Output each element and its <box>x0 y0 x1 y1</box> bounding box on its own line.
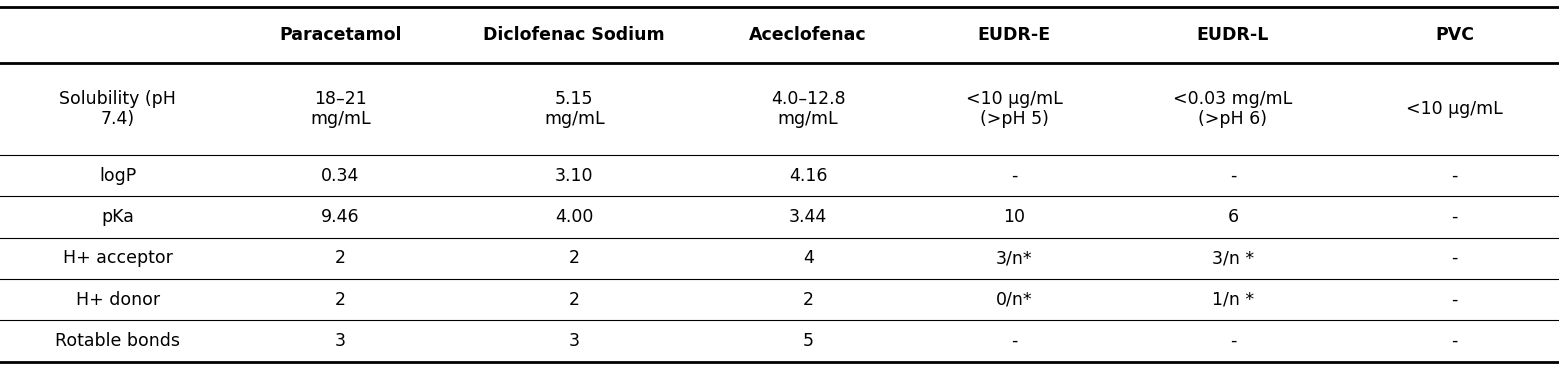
Text: 2: 2 <box>335 290 346 308</box>
Text: 2: 2 <box>569 290 580 308</box>
Text: Paracetamol: Paracetamol <box>279 26 402 44</box>
Text: Diclofenac Sodium: Diclofenac Sodium <box>483 26 666 44</box>
Text: 3/n*: 3/n* <box>996 249 1032 267</box>
Text: 1/n *: 1/n * <box>1211 290 1253 308</box>
Text: 2: 2 <box>335 249 346 267</box>
Text: 3/n *: 3/n * <box>1211 249 1253 267</box>
Text: logP: logP <box>100 166 136 184</box>
Text: 4: 4 <box>803 249 814 267</box>
Text: 2: 2 <box>569 249 580 267</box>
Text: -: - <box>1010 332 1018 350</box>
Text: 4.0–12.8
mg/mL: 4.0–12.8 mg/mL <box>770 90 845 128</box>
Text: 5.15
mg/mL: 5.15 mg/mL <box>544 90 605 128</box>
Text: -: - <box>1451 290 1458 308</box>
Text: 3: 3 <box>569 332 580 350</box>
Text: <0.03 mg/mL
(>pH 6): <0.03 mg/mL (>pH 6) <box>1174 90 1292 128</box>
Text: 5: 5 <box>803 332 814 350</box>
Text: <10 μg/mL: <10 μg/mL <box>1406 100 1503 118</box>
Text: -: - <box>1230 166 1236 184</box>
Text: 3.44: 3.44 <box>789 208 828 226</box>
Text: <10 μg/mL
(>pH 5): <10 μg/mL (>pH 5) <box>965 90 1063 128</box>
Text: Aceclofenac: Aceclofenac <box>750 26 867 44</box>
Text: 0.34: 0.34 <box>321 166 360 184</box>
Text: PVC: PVC <box>1436 26 1475 44</box>
Text: pKa: pKa <box>101 208 134 226</box>
Text: 3: 3 <box>335 332 346 350</box>
Text: EUDR-L: EUDR-L <box>1197 26 1269 44</box>
Text: Rotable bonds: Rotable bonds <box>55 332 181 350</box>
Text: 18–21
mg/mL: 18–21 mg/mL <box>310 90 371 128</box>
Text: -: - <box>1010 166 1018 184</box>
Text: -: - <box>1451 249 1458 267</box>
Text: 0/n*: 0/n* <box>996 290 1032 308</box>
Text: 4.16: 4.16 <box>789 166 828 184</box>
Text: 2: 2 <box>803 290 814 308</box>
Text: -: - <box>1451 166 1458 184</box>
Text: -: - <box>1451 332 1458 350</box>
Text: Solubility (pH
7.4): Solubility (pH 7.4) <box>59 90 176 128</box>
Text: EUDR-E: EUDR-E <box>977 26 1051 44</box>
Text: 3.10: 3.10 <box>555 166 594 184</box>
Text: H+ acceptor: H+ acceptor <box>62 249 173 267</box>
Text: 9.46: 9.46 <box>321 208 360 226</box>
Text: 6: 6 <box>1227 208 1238 226</box>
Text: -: - <box>1230 332 1236 350</box>
Text: H+ donor: H+ donor <box>76 290 159 308</box>
Text: 4.00: 4.00 <box>555 208 594 226</box>
Text: -: - <box>1451 208 1458 226</box>
Text: 10: 10 <box>1002 208 1026 226</box>
